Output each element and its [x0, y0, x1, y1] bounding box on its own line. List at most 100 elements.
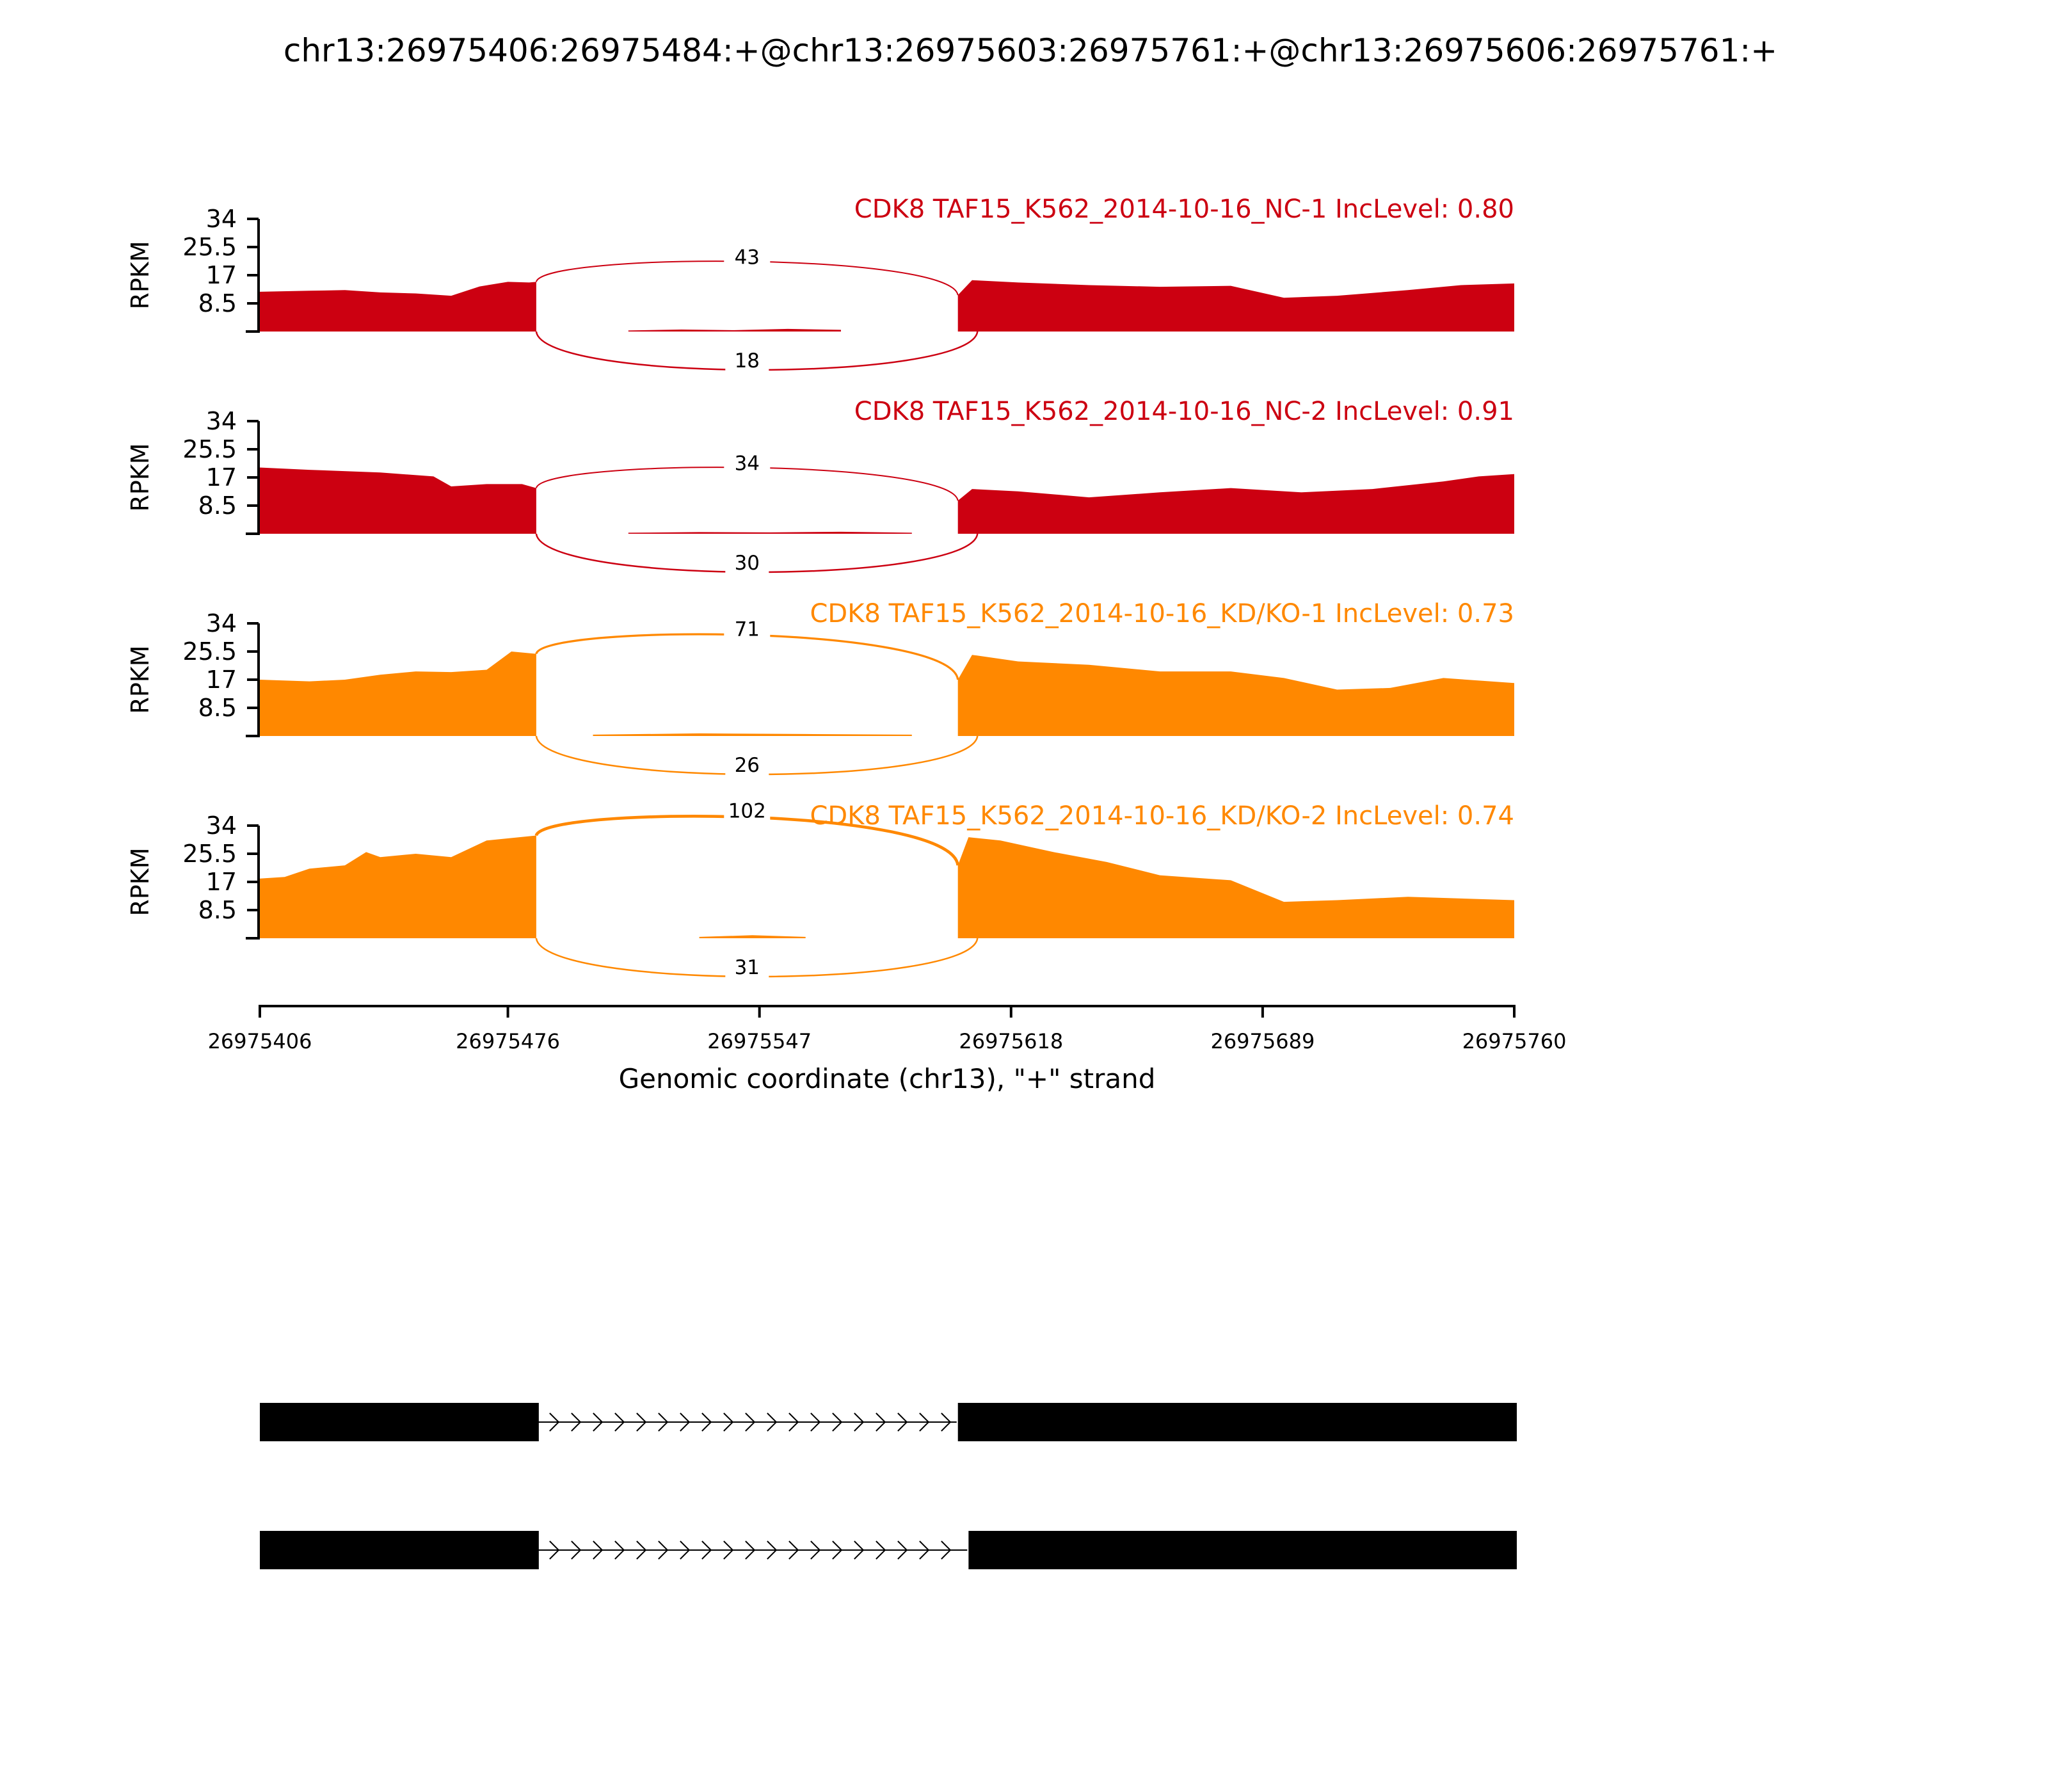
strand-arrow-icon: [593, 1540, 604, 1560]
junction-count-bg: [725, 553, 769, 573]
y-axis-label: RPKM: [126, 645, 154, 714]
junction-count-bg: [725, 755, 769, 776]
y-tick-label: 17: [206, 261, 237, 289]
strand-arrow-icon: [941, 1540, 952, 1560]
junction-count-bg: [724, 619, 771, 640]
strand-arrow-icon: [636, 1540, 647, 1560]
strand-arrow-icon: [854, 1540, 865, 1560]
y-tick-label: 8.5: [198, 694, 237, 722]
y-axis-label: RPKM: [126, 443, 154, 511]
strand-arrow-icon: [919, 1412, 930, 1432]
strand-arrow-icon: [701, 1540, 712, 1560]
strand-arrow-icon: [658, 1540, 669, 1560]
strand-arrow-icon: [745, 1412, 756, 1432]
x-tick-label: 26975618: [959, 1029, 1063, 1053]
y-tick-label: 17: [206, 666, 237, 694]
x-tick-label: 26975476: [456, 1029, 560, 1053]
strand-arrow-icon: [788, 1412, 799, 1432]
exon2-coverage: [957, 474, 1514, 534]
sample-label: CDK8 TAF15_K562_2014-10-16_NC-2 IncLevel…: [854, 397, 1514, 426]
exon-block: [260, 1531, 539, 1569]
junction-count-bg: [724, 453, 771, 474]
inclusion-junction-count: 71: [735, 618, 760, 641]
strand-arrow-icon: [832, 1540, 843, 1560]
y-tick-label: 8.5: [198, 492, 237, 520]
strand-arrow-icon: [549, 1412, 560, 1432]
strand-arrow-icon: [876, 1540, 886, 1560]
strand-arrow-icon: [658, 1412, 669, 1432]
strand-arrow-icon: [614, 1540, 625, 1560]
y-tick-label: 25.5: [182, 233, 237, 261]
chart-title: chr13:26975406:26975484:+@chr13:26975603…: [284, 32, 1777, 69]
strand-arrow-icon: [745, 1540, 756, 1560]
exon1-coverage: [260, 835, 536, 938]
strand-arrow-icon: [549, 1540, 560, 1560]
strand-arrow-icon: [854, 1412, 865, 1432]
intron-coverage: [628, 531, 912, 534]
strand-arrow-icon: [723, 1540, 734, 1560]
intron-coverage: [593, 733, 912, 736]
isoform-2: [260, 1531, 1517, 1569]
isoform-1: [260, 1403, 1517, 1441]
junction-count-bg: [725, 351, 769, 371]
x-tick-label: 26975760: [1462, 1029, 1567, 1053]
junction-count-bg: [724, 247, 771, 268]
y-tick-label: 34: [206, 812, 237, 840]
isoform-models: [260, 1403, 1517, 1569]
strand-arrow-icon: [919, 1540, 930, 1560]
y-tick-label: 34: [206, 609, 237, 637]
strand-arrow-icon: [767, 1412, 778, 1432]
strand-arrow-icon: [897, 1412, 908, 1432]
inclusion-junction-count: 34: [735, 452, 760, 476]
strand-arrow-icon: [723, 1412, 734, 1432]
strand-arrow-icon: [571, 1540, 582, 1560]
y-axis-label: RPKM: [126, 847, 154, 916]
exon2-coverage: [957, 837, 1514, 938]
strand-arrow-icon: [810, 1412, 821, 1432]
junction-count-bg: [725, 957, 769, 978]
junction-count-bg: [724, 801, 771, 822]
x-axis: Genomic coordinate (chr13), "+" strand 2…: [208, 1005, 1567, 1094]
exon-block: [260, 1403, 539, 1441]
strand-arrow-icon: [593, 1412, 604, 1432]
skipping-junction-count: 31: [735, 956, 760, 979]
exon1-coverage: [260, 467, 536, 534]
intron-coverage: [628, 328, 841, 332]
sample-label: CDK8 TAF15_K562_2014-10-16_KD/KO-2 IncLe…: [810, 801, 1515, 831]
y-tick-label: 34: [206, 407, 237, 435]
strand-arrow-icon: [941, 1412, 952, 1432]
exon2-coverage: [957, 280, 1514, 332]
y-axis-label: RPKM: [126, 241, 154, 309]
exon-block: [957, 1403, 1517, 1441]
y-tick-label: 17: [206, 868, 237, 896]
strand-arrow-icon: [788, 1540, 799, 1560]
strand-arrow-icon: [636, 1412, 647, 1432]
strand-arrow-icon: [810, 1540, 821, 1560]
x-tick-label: 26975689: [1210, 1029, 1315, 1053]
y-tick-label: 25.5: [182, 435, 237, 463]
strand-arrow-icon: [614, 1412, 625, 1432]
skipping-junction-count: 26: [735, 754, 760, 777]
strand-arrow-icon: [897, 1540, 908, 1560]
y-tick-label: 34: [206, 205, 237, 233]
y-tick-label: 8.5: [198, 896, 237, 924]
strand-arrow-icon: [571, 1412, 582, 1432]
x-tick-label: 26975406: [208, 1029, 312, 1053]
skipping-junction-count: 30: [735, 552, 760, 575]
exon2-coverage: [957, 655, 1514, 736]
strand-arrow-icon: [680, 1540, 691, 1560]
exon1-coverage: [260, 652, 536, 736]
strand-arrow-icon: [876, 1412, 886, 1432]
strand-arrow-icon: [767, 1540, 778, 1560]
inclusion-junction-count: 102: [728, 800, 766, 823]
sample-label: CDK8 TAF15_K562_2014-10-16_KD/KO-1 IncLe…: [810, 599, 1515, 628]
y-tick-label: 17: [206, 463, 237, 492]
intron-coverage: [699, 935, 806, 938]
strand-arrow-icon: [680, 1412, 691, 1432]
strand-arrow-icon: [701, 1412, 712, 1432]
